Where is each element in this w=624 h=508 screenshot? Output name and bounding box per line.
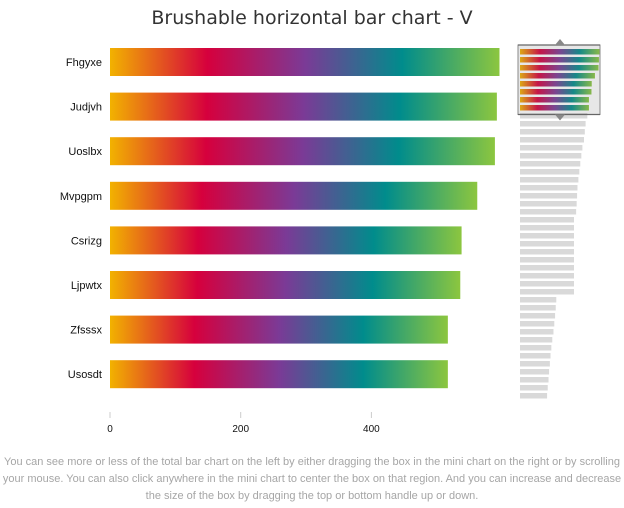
mini-bar <box>520 385 548 391</box>
bar-chart: Brushable horizontal bar chart - V Fhgyx… <box>60 7 601 435</box>
category-label: Csrizg <box>71 235 102 247</box>
mini-bar <box>520 177 579 183</box>
x-axis: 0 200 400 <box>107 412 380 435</box>
bar[interactable] <box>110 181 478 210</box>
mini-bar <box>520 257 574 263</box>
mini-bar <box>520 265 574 271</box>
mini-chart[interactable] <box>517 39 601 399</box>
mini-bar <box>520 289 574 295</box>
mini-bar <box>520 145 583 151</box>
mini-bar <box>520 49 600 55</box>
mini-bar <box>520 65 599 71</box>
caption-text: You can see more or less of the total ba… <box>2 456 622 502</box>
mini-bar <box>520 377 549 383</box>
mini-bar <box>520 169 580 175</box>
chart-title: Brushable horizontal bar chart - V <box>151 7 472 29</box>
mini-bar <box>520 337 553 343</box>
bar[interactable] <box>110 92 497 121</box>
category-label: Mvpgpm <box>60 191 102 203</box>
brush-top-handle-icon[interactable] <box>555 39 565 45</box>
mini-bar <box>520 345 552 351</box>
mini-bar <box>520 305 556 311</box>
mini-bar <box>520 161 581 167</box>
x-tick-label: 200 <box>232 424 249 435</box>
mini-bar <box>520 97 589 103</box>
category-label: Uoslbx <box>68 146 102 158</box>
category-label: Zfsssx <box>70 325 102 337</box>
bar[interactable] <box>110 315 448 344</box>
mini-bar <box>520 233 574 239</box>
mini-bar <box>520 393 548 399</box>
main-chart[interactable]: Fhgyxe Judjvh Uoslbx Mvpgpm Csrizg Ljpwtx Zfss… <box>60 48 500 389</box>
mini-bar <box>520 201 577 207</box>
mini-bar <box>520 121 586 127</box>
bar[interactable] <box>110 48 500 76</box>
mini-bar <box>520 57 599 63</box>
bar[interactable] <box>110 226 462 255</box>
mini-bar <box>520 185 578 191</box>
mini-bar <box>520 217 574 223</box>
category-label: Usosdt <box>68 369 102 381</box>
mini-bar <box>520 113 588 119</box>
category-label: Judjvh <box>70 102 102 114</box>
mini-bar <box>520 105 589 111</box>
mini-bar <box>520 89 592 95</box>
mini-bar <box>520 281 574 287</box>
mini-bar <box>520 153 582 159</box>
brush-box[interactable] <box>517 44 601 115</box>
brush-bottom-handle-icon[interactable] <box>555 114 565 121</box>
mini-bar <box>520 225 574 231</box>
category-label: Ljpwtx <box>71 280 103 292</box>
mini-bar <box>520 73 595 79</box>
category-label: Fhgyxe <box>66 57 102 69</box>
mini-bar <box>520 313 556 319</box>
mini-bar <box>520 321 555 327</box>
bar[interactable] <box>110 360 448 389</box>
mini-bar <box>520 193 578 199</box>
mini-bar <box>520 209 577 215</box>
mini-bar <box>520 329 554 335</box>
bar[interactable] <box>110 137 495 166</box>
mini-bar <box>520 369 550 375</box>
mini-bar <box>520 81 592 87</box>
mini-bar <box>520 137 584 143</box>
mini-bar <box>520 249 574 255</box>
x-tick-label: 0 <box>107 424 113 435</box>
mini-bar <box>520 361 550 367</box>
bar[interactable] <box>110 271 461 299</box>
mini-bar <box>520 297 557 303</box>
mini-bar <box>520 129 585 135</box>
mini-bar <box>520 353 551 359</box>
mini-bar <box>520 241 574 247</box>
x-tick-label: 400 <box>363 424 380 435</box>
mini-bar <box>520 273 574 279</box>
